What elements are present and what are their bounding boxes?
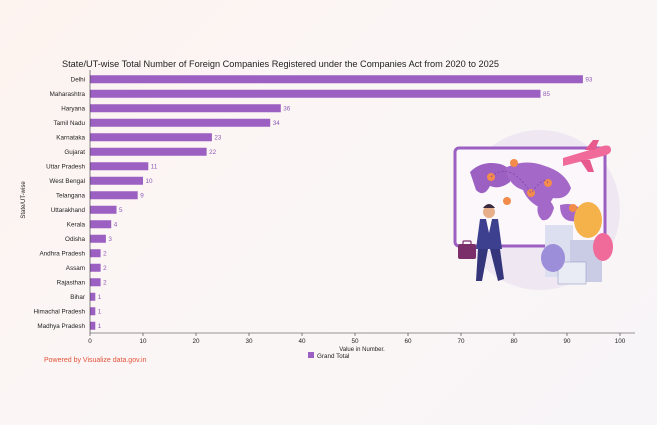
data-label: 11 [151, 163, 158, 170]
x-tick-label: 50 [351, 338, 359, 345]
x-tick-label: 40 [298, 338, 306, 345]
category-label: Uttarakhand [51, 207, 86, 214]
legend-label: Grand Total [317, 353, 349, 360]
bar [90, 220, 112, 229]
category-label: Himachal Pradesh [34, 308, 86, 315]
bar [90, 263, 101, 272]
data-label: 34 [273, 120, 281, 127]
category-label: Assam [66, 265, 85, 272]
bar [90, 75, 583, 84]
data-label: 2 [103, 265, 107, 272]
data-label: 23 [214, 134, 222, 141]
bar [90, 89, 541, 98]
category-label: Tamil Nadu [54, 120, 86, 127]
data-label: 4 [114, 221, 118, 228]
category-label: Uttar Pradesh [46, 163, 85, 170]
bar [90, 234, 106, 243]
bar [90, 162, 149, 171]
legend-swatch [308, 352, 314, 358]
category-label: Bihar [70, 294, 85, 301]
x-tick-label: 90 [563, 338, 571, 345]
data-label: 2 [103, 250, 107, 257]
x-axis-title: Value in Number. [339, 347, 385, 353]
data-label: 10 [146, 178, 154, 185]
businessman-world-map-illustration [453, 130, 620, 290]
data-label: 1 [98, 294, 102, 301]
bar [90, 118, 271, 127]
bar [90, 191, 138, 200]
data-label: 5 [119, 207, 123, 214]
data-label: 85 [543, 91, 551, 98]
category-label: West Bengal [49, 178, 85, 185]
data-label: 3 [108, 236, 112, 243]
x-tick-label: 80 [510, 338, 518, 345]
x-tick-label: 100 [615, 338, 626, 345]
chart-title: State/UT-wise Total Number of Foreign Co… [62, 59, 499, 69]
bar [90, 176, 143, 185]
x-tick-label: 30 [245, 338, 253, 345]
y-axis-title: State/UT-wise [21, 181, 27, 219]
bar [90, 133, 212, 142]
data-label: 2 [103, 279, 107, 286]
bar [90, 292, 96, 301]
bar [90, 249, 101, 258]
data-label: 22 [209, 149, 217, 156]
category-label: Gujarat [64, 149, 85, 156]
legend: Grand Total [308, 352, 349, 360]
data-label: 1 [98, 323, 102, 330]
bar [90, 147, 207, 156]
x-tick-label: 0 [88, 338, 92, 345]
x-tick-label: 10 [139, 338, 147, 345]
category-label: Karnataka [56, 134, 85, 141]
bar [90, 205, 117, 214]
bar [90, 307, 96, 316]
category-label: Odisha [65, 236, 85, 243]
category-label: Haryana [61, 105, 85, 112]
data-label: 9 [140, 192, 144, 199]
bar [90, 104, 281, 113]
bar [90, 321, 96, 330]
data-label: 93 [585, 76, 593, 83]
category-label: Andhra Pradesh [39, 250, 85, 257]
category-label: Maharashtra [50, 91, 86, 98]
bar [90, 278, 101, 287]
x-tick-label: 60 [404, 338, 412, 345]
category-label: Kerala [67, 221, 86, 228]
x-tick-label: 20 [192, 338, 200, 345]
category-label: Telangana [56, 192, 86, 199]
category-label: Rajasthan [57, 279, 86, 286]
x-tick-label: 70 [457, 338, 465, 345]
footer-credit: Powered by Visualize data.gov.in [44, 357, 147, 364]
x-axis: 0 10 20 30 40 50 60 70 80 90 100 [88, 70, 635, 345]
data-label: 36 [283, 105, 291, 112]
category-label: Madhya Pradesh [37, 323, 85, 330]
category-label: Delhi [71, 76, 85, 83]
data-label: 1 [98, 308, 102, 315]
